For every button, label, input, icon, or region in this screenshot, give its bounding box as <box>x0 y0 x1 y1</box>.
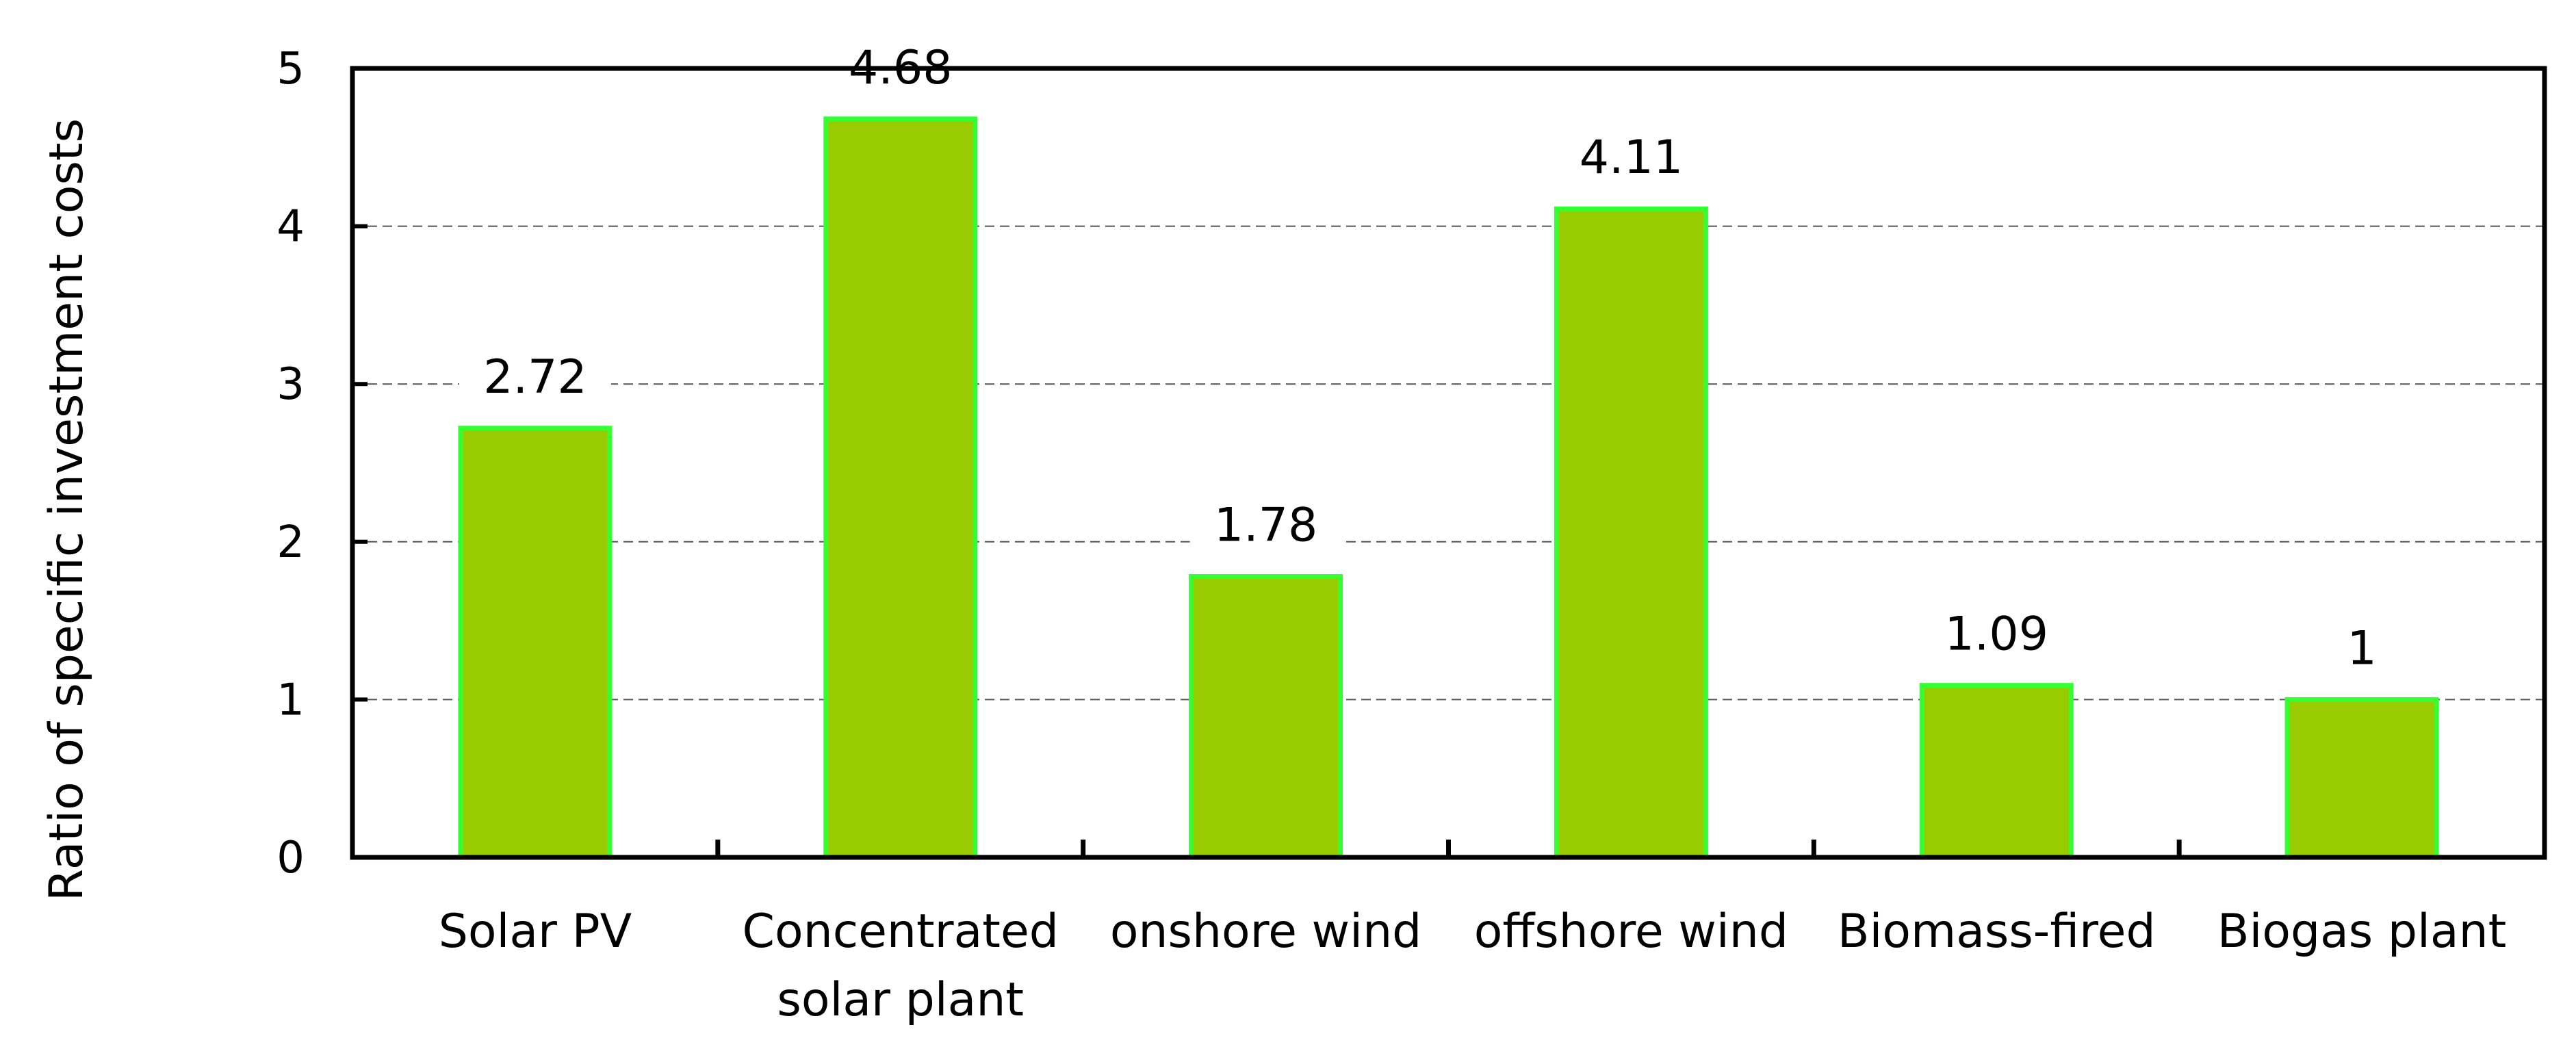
x-category-label-line: Concentrated <box>743 905 1059 959</box>
data-label: 4.11 <box>1580 131 1683 185</box>
x-category-label: Biogas plant <box>2217 905 2507 959</box>
data-label-background <box>1189 498 1342 554</box>
x-category-label-line: Biogas plant <box>2217 905 2507 959</box>
bar <box>1919 683 2074 860</box>
y-tick-label: 2 <box>276 517 305 568</box>
data-label-background <box>459 350 611 405</box>
y-tick-labels: 0 1 2 3 4 5 <box>276 44 305 883</box>
x-category-label: Biomass-fired <box>1838 905 2156 959</box>
y-tick-label: 1 <box>276 675 305 725</box>
bars <box>458 116 2439 860</box>
x-category-label: offshore wind <box>1474 905 1788 959</box>
x-category-label-line: offshore wind <box>1474 905 1788 959</box>
bar <box>2284 697 2439 860</box>
data-label: 1 <box>2347 621 2376 675</box>
x-category-label: Concentrated solar plant <box>743 905 1059 1027</box>
x-category-label: onshore wind <box>1110 905 1422 959</box>
data-label-background <box>1555 131 1708 186</box>
y-tick-label: 4 <box>276 202 305 252</box>
bar <box>458 426 613 860</box>
data-label: 1.09 <box>1945 608 2048 662</box>
data-labels: 2.724.681.784.111.09 1 <box>459 40 2399 677</box>
bar <box>1189 574 1343 860</box>
gridlines <box>352 225 2545 701</box>
x-category-label-line: Solar PV <box>439 905 632 959</box>
x-category-label-line: solar plant <box>777 973 1024 1027</box>
x-category-label-line: onshore wind <box>1110 905 1422 959</box>
y-tick-label: 0 <box>276 833 305 883</box>
y-tick-label: 5 <box>276 44 305 94</box>
bar <box>1554 206 1708 860</box>
x-category-label-line: Biomass-fired <box>1838 905 2156 959</box>
data-label: 2.72 <box>483 350 587 404</box>
data-label-background <box>1920 607 2073 662</box>
data-label-background <box>2325 621 2399 677</box>
bar <box>823 116 978 860</box>
y-axis-title: Ratio of specific investment costs <box>40 118 94 901</box>
x-category-label: Solar PV <box>439 905 632 959</box>
data-label: 1.78 <box>1214 499 1317 553</box>
y-tick-label: 3 <box>276 359 305 410</box>
axes <box>350 66 2547 860</box>
plot-frame <box>350 66 2547 860</box>
x-category-labels: Solar PV Concentrated solar plant onshore w… <box>439 905 2507 1027</box>
